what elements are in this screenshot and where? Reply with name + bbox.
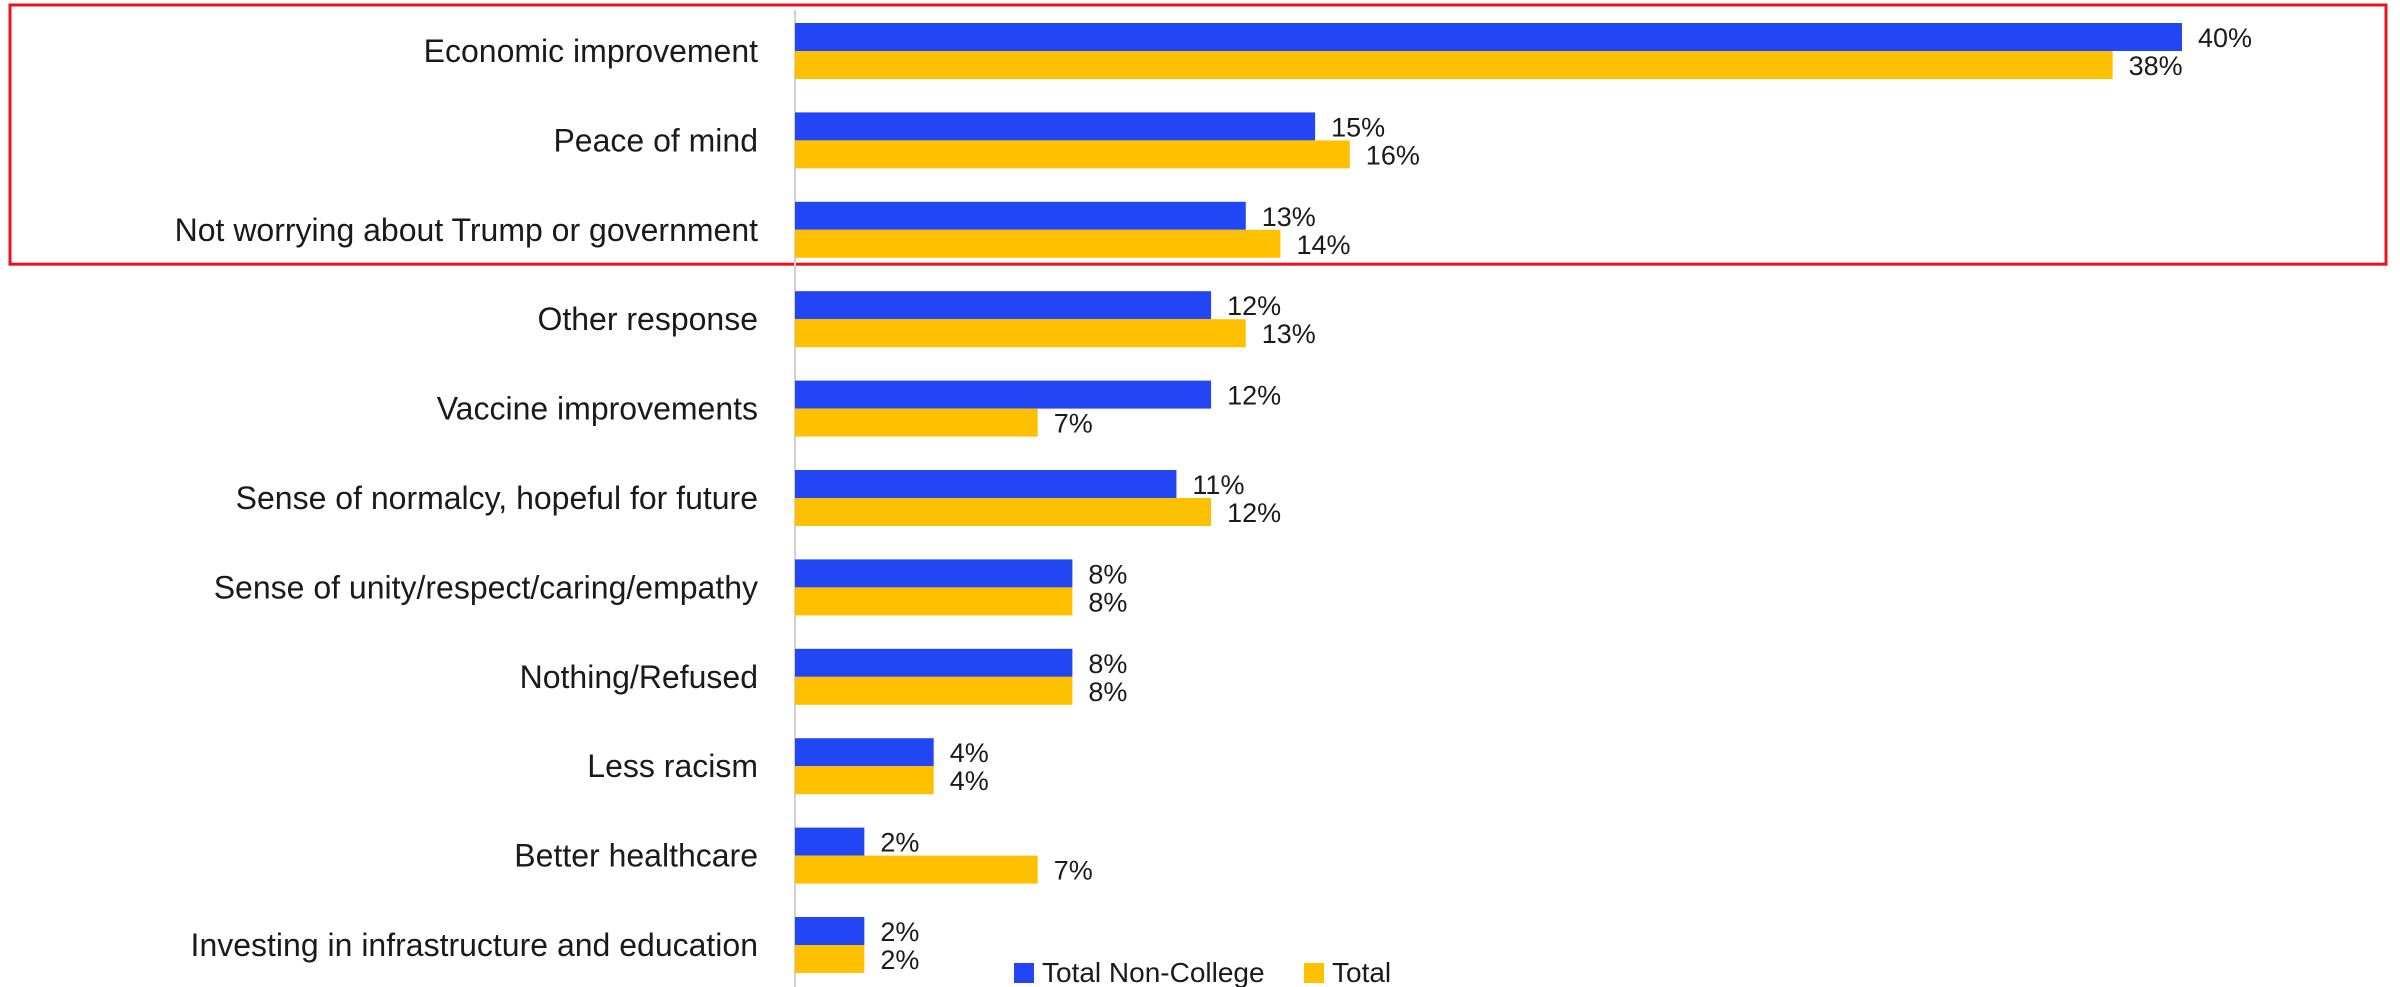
bar-total — [795, 766, 934, 795]
data-label: 2% — [880, 828, 919, 858]
bar-non-college — [795, 112, 1316, 141]
data-label: 2% — [880, 945, 919, 975]
bar-non-college — [795, 827, 865, 856]
data-label: 16% — [1366, 140, 1420, 170]
bar-total — [795, 945, 865, 973]
data-label: 4% — [950, 766, 989, 796]
legend-label: Total Non-College — [1042, 957, 1265, 987]
highlight-box — [8, 3, 2388, 266]
data-label: 8% — [1088, 559, 1127, 589]
bar-total — [795, 51, 2113, 79]
bar-total — [795, 498, 1212, 526]
data-label: 2% — [880, 917, 919, 947]
data-label: 8% — [1088, 587, 1127, 617]
bar-total — [795, 229, 1281, 258]
category-label: Less racism — [587, 748, 758, 784]
data-label: 8% — [1088, 649, 1127, 679]
category-label: Nothing/Refused — [520, 659, 758, 695]
data-label: 11% — [1192, 470, 1244, 500]
category-label: Sense of normalcy, hopeful for future — [236, 480, 758, 516]
data-label: 13% — [1262, 202, 1316, 232]
data-label: 12% — [1227, 291, 1281, 321]
bar-total — [795, 408, 1038, 437]
bar-total — [795, 140, 1350, 169]
category-label: Economic improvement — [424, 33, 758, 69]
category-label: Peace of mind — [553, 122, 758, 158]
data-label: 14% — [1296, 230, 1350, 260]
data-label: 4% — [950, 738, 989, 768]
data-label: 40% — [2198, 23, 2252, 53]
bar-non-college — [795, 648, 1073, 677]
data-label: 15% — [1331, 112, 1385, 142]
category-label: Other response — [537, 301, 758, 337]
data-label: 12% — [1227, 498, 1281, 528]
data-label: 13% — [1262, 319, 1316, 349]
legend-label: Total — [1332, 957, 1391, 987]
category-label: Vaccine improvements — [437, 391, 758, 427]
data-label: 7% — [1054, 409, 1093, 439]
bar-non-college — [795, 738, 934, 767]
bar-total — [795, 319, 1246, 348]
category-label: Sense of unity/respect/caring/empathy — [214, 569, 758, 605]
data-label: 7% — [1054, 856, 1093, 886]
bar-non-college — [795, 23, 2182, 51]
data-label: 8% — [1088, 677, 1127, 707]
category-label: Better healthcare — [514, 838, 758, 874]
legend-swatch — [1014, 963, 1034, 983]
bar-total — [795, 587, 1073, 616]
data-label: 38% — [2129, 51, 2183, 81]
bar-total — [795, 676, 1073, 705]
category-label: Investing in infrastructure and educatio… — [191, 927, 758, 963]
bar-non-college — [795, 470, 1177, 498]
bar-non-college — [795, 559, 1073, 588]
bar-non-college — [795, 380, 1212, 409]
bar-total — [795, 855, 1038, 884]
category-label: Not worrying about Trump or government — [175, 212, 758, 248]
bar-non-college — [795, 201, 1246, 230]
data-label: 12% — [1227, 381, 1281, 411]
bar-non-college — [795, 291, 1212, 320]
bar-non-college — [795, 917, 865, 945]
legend-swatch — [1304, 963, 1324, 983]
